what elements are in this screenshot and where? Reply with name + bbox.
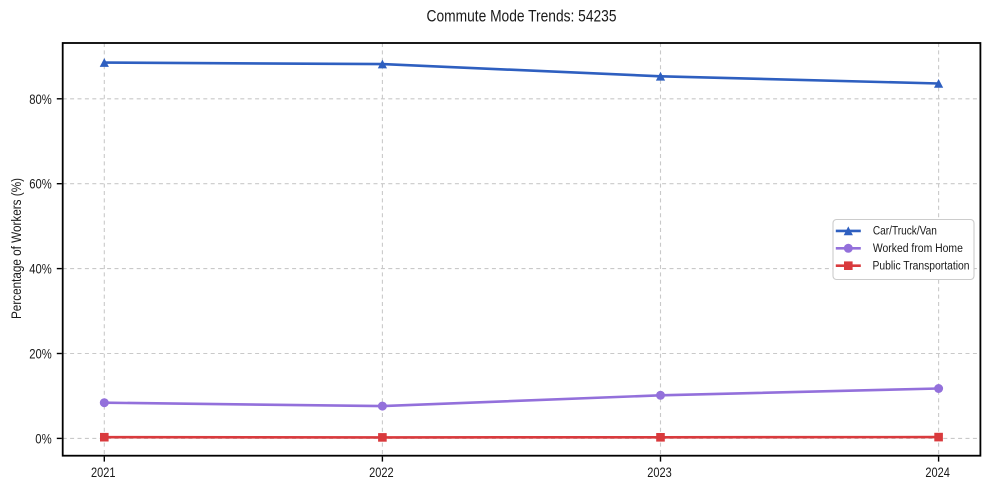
svg-text:2023: 2023 [647,464,672,480]
svg-text:40%: 40% [29,261,52,277]
svg-text:Public Transportation: Public Transportation [873,259,970,273]
svg-text:80%: 80% [29,91,52,107]
svg-text:60%: 60% [29,176,52,192]
svg-text:Percentage of Workers (%): Percentage of Workers (%) [8,178,24,319]
svg-text:Commute Mode Trends: 54235: Commute Mode Trends: 54235 [427,7,617,26]
svg-text:Car/Truck/Van: Car/Truck/Van [873,224,937,238]
svg-text:20%: 20% [29,346,52,362]
svg-text:Worked from Home: Worked from Home [873,241,963,255]
svg-text:2021: 2021 [91,464,116,480]
svg-text:0%: 0% [35,430,51,446]
svg-text:2024: 2024 [925,464,950,480]
svg-text:2022: 2022 [369,464,394,480]
